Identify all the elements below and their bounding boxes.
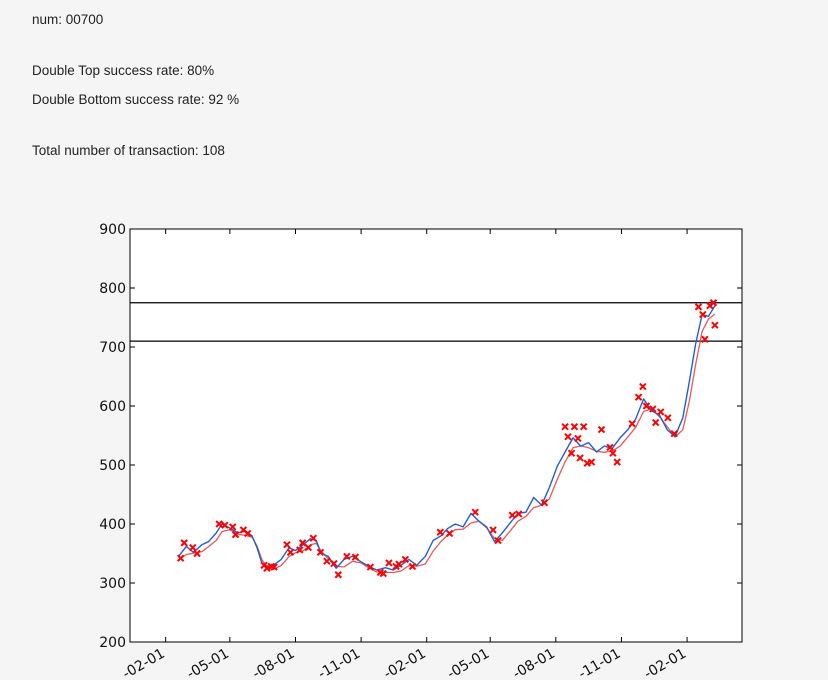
- plot-content: [130, 299, 742, 579]
- signal-marker: [609, 449, 617, 457]
- y-tick-label: 900: [99, 222, 126, 238]
- signal-marker: [711, 321, 719, 329]
- moving-average-line: [178, 313, 716, 574]
- stock-number: num: 00700: [32, 12, 104, 27]
- signal-marker: [471, 508, 479, 516]
- y-tick-label: 200: [99, 635, 126, 651]
- signal-marker: [231, 530, 240, 539]
- signal-marker: [634, 393, 643, 401]
- signal-marker: [286, 548, 295, 557]
- signal-marker: [561, 422, 569, 431]
- signal-marker: [243, 529, 252, 538]
- signal-marker: [189, 543, 197, 552]
- double-bottom-success-rate: Double Bottom success rate: 92 %: [32, 92, 240, 107]
- signal-marker: [570, 422, 579, 431]
- signal-marker: [587, 458, 596, 466]
- signal-marker: [298, 539, 307, 547]
- signal-marker: [606, 443, 614, 452]
- x-tick-label: -11-01: [315, 646, 363, 680]
- signal-marker: [613, 458, 621, 466]
- signal-marker: [436, 528, 444, 536]
- signal-marker: [379, 569, 387, 578]
- signal-marker: [215, 520, 223, 528]
- signal-marker: [304, 543, 313, 552]
- signal-marker: [351, 553, 360, 561]
- signal-marker: [193, 549, 201, 558]
- x-tick-label: -05-01: [184, 646, 232, 680]
- signal-marker: [701, 335, 709, 344]
- y-tick-label: 600: [99, 399, 126, 415]
- signal-marker: [263, 564, 271, 572]
- signal-marker: [334, 571, 342, 579]
- x-tick-label: -11-01: [576, 646, 624, 680]
- signal-marker: [628, 419, 636, 428]
- signal-marker: [664, 414, 672, 422]
- signal-marker: [709, 299, 718, 307]
- signal-marker: [540, 499, 549, 507]
- signal-marker: [366, 563, 375, 571]
- signal-marker: [489, 526, 497, 534]
- signal-marker: [494, 536, 502, 545]
- x-tick-label: -02-01: [641, 646, 689, 680]
- y-tick-label: 800: [99, 281, 126, 297]
- signal-marker: [408, 562, 417, 571]
- signal-marker: [343, 552, 351, 561]
- signal-marker: [651, 418, 660, 427]
- signal-marker: [649, 405, 657, 413]
- signal-marker: [694, 303, 703, 311]
- y-tick-label: 300: [99, 576, 126, 592]
- signal-marker: [270, 563, 278, 571]
- signal-marker: [597, 425, 606, 434]
- signal-marker: [445, 529, 454, 538]
- signal-marker: [508, 511, 517, 519]
- price-chart: 200 300 400 500 600 700 800 900 -02-01 -05-01 -08-…: [99, 222, 743, 680]
- signal-marker: [283, 540, 291, 549]
- signal-marker: [579, 422, 588, 431]
- x-tick-label: -02-01: [120, 646, 168, 680]
- signal-marker: [309, 534, 318, 542]
- signal-marker: [670, 430, 678, 438]
- x-tick-label: -08-01: [250, 646, 298, 680]
- x-tick-label: -08-01: [510, 646, 558, 680]
- signal-marker: [385, 559, 393, 567]
- signal-marker: [401, 555, 410, 564]
- double-top-success-rate: Double Top success rate: 80%: [32, 63, 215, 78]
- signal-marker: [176, 554, 185, 562]
- total-transactions: Total number of transaction: 108: [32, 143, 225, 158]
- signal-marker: [639, 382, 647, 391]
- signal-marker: [221, 521, 229, 529]
- y-tick-label: 500: [99, 458, 126, 474]
- signal-marker: [564, 432, 572, 441]
- signal-marker: [699, 310, 707, 319]
- y-tick-label: 700: [99, 340, 126, 356]
- plot-frame: [129, 228, 743, 643]
- signal-marker: [656, 408, 665, 416]
- signal-marker: [296, 546, 304, 554]
- signal-marker: [576, 454, 584, 462]
- x-tick-label: -02-01: [381, 646, 429, 680]
- signal-marker: [316, 548, 325, 557]
- signal-marker: [395, 560, 403, 568]
- signal-marker: [574, 434, 582, 443]
- plot-background: [130, 229, 742, 642]
- signal-marker: [642, 402, 651, 410]
- signal-marker: [567, 449, 576, 457]
- signal-marker: [330, 559, 338, 568]
- signal-marker: [323, 557, 331, 565]
- x-tick-label: -05-01: [445, 646, 493, 680]
- signal-marker: [180, 539, 188, 547]
- signal-marker: [229, 523, 237, 531]
- signal-marker: [515, 510, 523, 518]
- y-tick-label: 400: [99, 517, 126, 533]
